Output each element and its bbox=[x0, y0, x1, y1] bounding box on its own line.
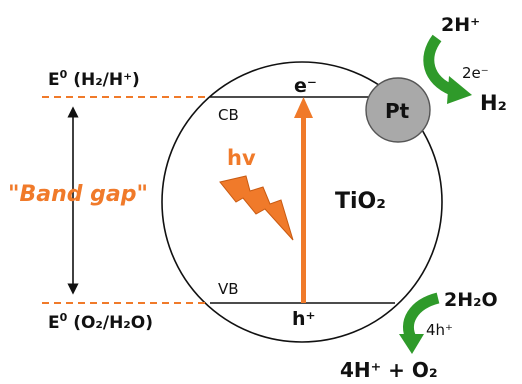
band-gap-label: "Band gap" bbox=[8, 182, 148, 207]
excitation-arrow-shaft bbox=[301, 115, 306, 303]
two-h2o-label: 2H₂O bbox=[444, 289, 498, 311]
hole-label: h⁺ bbox=[292, 308, 316, 330]
two-e-minus-label: 2e⁻ bbox=[462, 64, 489, 82]
e0-o2-sup: 0 bbox=[60, 311, 68, 324]
tio2-particle-circle bbox=[161, 61, 443, 343]
reduction-curved-arrow-icon bbox=[423, 34, 472, 104]
e0-o2-prefix: E bbox=[48, 313, 60, 333]
h2-product-label: H₂ bbox=[480, 91, 507, 115]
e0-h2-label: E0 (H₂/H⁺) bbox=[48, 68, 140, 90]
cb-label: CB bbox=[218, 106, 239, 124]
electron-label: e⁻ bbox=[294, 75, 317, 97]
excitation-arrow-head bbox=[294, 97, 313, 118]
e0-h2-rest: (H₂/H⁺) bbox=[67, 70, 140, 90]
e0-h2-prefix: E bbox=[48, 70, 60, 90]
e0-o2-label: E0 (O₂/H₂O) bbox=[48, 311, 153, 333]
four-h-plus-hole-label: 4h⁺ bbox=[426, 321, 453, 339]
e0-o2-rest: (O₂/H₂O) bbox=[67, 313, 153, 333]
e0-h2-sup: 0 bbox=[60, 68, 68, 81]
lightning-bolt-icon bbox=[219, 175, 294, 241]
tio2-label: TiO₂ bbox=[335, 189, 386, 214]
two-h-plus-label: 2H⁺ bbox=[441, 14, 480, 36]
oxidation-curved-arrow-icon bbox=[399, 292, 440, 354]
pt-label: Pt bbox=[385, 99, 410, 123]
o2-product-label: 4H⁺ + O₂ bbox=[340, 358, 438, 382]
vb-label: VB bbox=[218, 280, 239, 298]
hv-label: hv bbox=[227, 146, 256, 170]
pt-cocatalyst bbox=[365, 77, 431, 143]
